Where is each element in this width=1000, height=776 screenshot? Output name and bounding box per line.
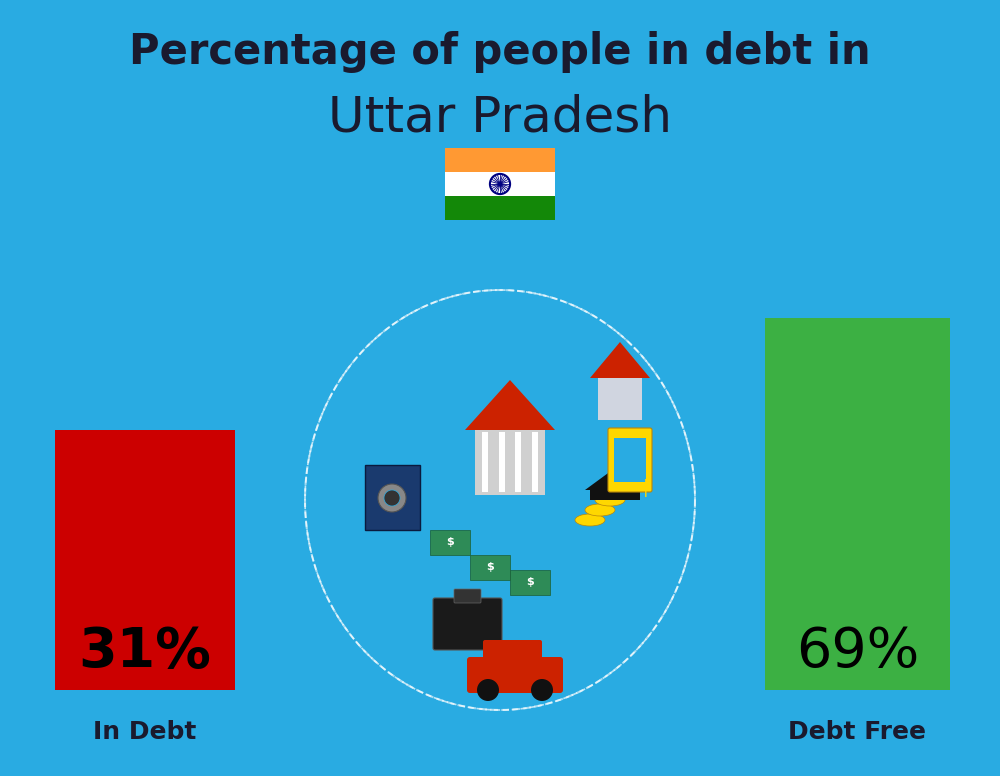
Polygon shape bbox=[590, 342, 650, 378]
Polygon shape bbox=[585, 468, 645, 490]
Circle shape bbox=[384, 490, 400, 506]
FancyBboxPatch shape bbox=[454, 589, 481, 603]
FancyBboxPatch shape bbox=[499, 432, 505, 492]
Text: In Debt: In Debt bbox=[93, 720, 197, 744]
Circle shape bbox=[498, 182, 502, 185]
FancyBboxPatch shape bbox=[470, 555, 510, 580]
Text: Debt Free: Debt Free bbox=[788, 720, 926, 744]
Circle shape bbox=[378, 484, 406, 512]
Text: $: $ bbox=[446, 537, 454, 547]
Polygon shape bbox=[465, 380, 555, 430]
Text: Uttar Pradesh: Uttar Pradesh bbox=[328, 94, 672, 142]
Text: 69%: 69% bbox=[796, 625, 919, 679]
Circle shape bbox=[477, 679, 499, 701]
FancyBboxPatch shape bbox=[430, 530, 470, 555]
FancyBboxPatch shape bbox=[365, 465, 420, 530]
Ellipse shape bbox=[575, 514, 605, 526]
FancyBboxPatch shape bbox=[510, 570, 550, 595]
FancyBboxPatch shape bbox=[55, 430, 235, 690]
Text: |: | bbox=[643, 479, 649, 497]
FancyBboxPatch shape bbox=[598, 378, 642, 420]
FancyBboxPatch shape bbox=[765, 318, 950, 690]
FancyBboxPatch shape bbox=[482, 432, 488, 492]
Text: 31%: 31% bbox=[79, 625, 211, 679]
FancyBboxPatch shape bbox=[483, 640, 542, 666]
FancyBboxPatch shape bbox=[475, 430, 545, 495]
FancyBboxPatch shape bbox=[532, 432, 538, 492]
Text: Percentage of people in debt in: Percentage of people in debt in bbox=[129, 31, 871, 73]
FancyBboxPatch shape bbox=[608, 428, 652, 492]
FancyBboxPatch shape bbox=[445, 148, 555, 172]
Text: $: $ bbox=[526, 577, 534, 587]
Text: $: $ bbox=[486, 562, 494, 572]
Ellipse shape bbox=[585, 504, 615, 516]
Circle shape bbox=[531, 679, 553, 701]
FancyBboxPatch shape bbox=[433, 598, 502, 650]
Ellipse shape bbox=[595, 494, 625, 506]
FancyBboxPatch shape bbox=[515, 432, 521, 492]
Ellipse shape bbox=[305, 290, 695, 710]
FancyBboxPatch shape bbox=[467, 657, 563, 693]
FancyBboxPatch shape bbox=[445, 172, 555, 196]
FancyBboxPatch shape bbox=[614, 438, 646, 482]
FancyBboxPatch shape bbox=[590, 490, 640, 500]
FancyBboxPatch shape bbox=[445, 196, 555, 220]
